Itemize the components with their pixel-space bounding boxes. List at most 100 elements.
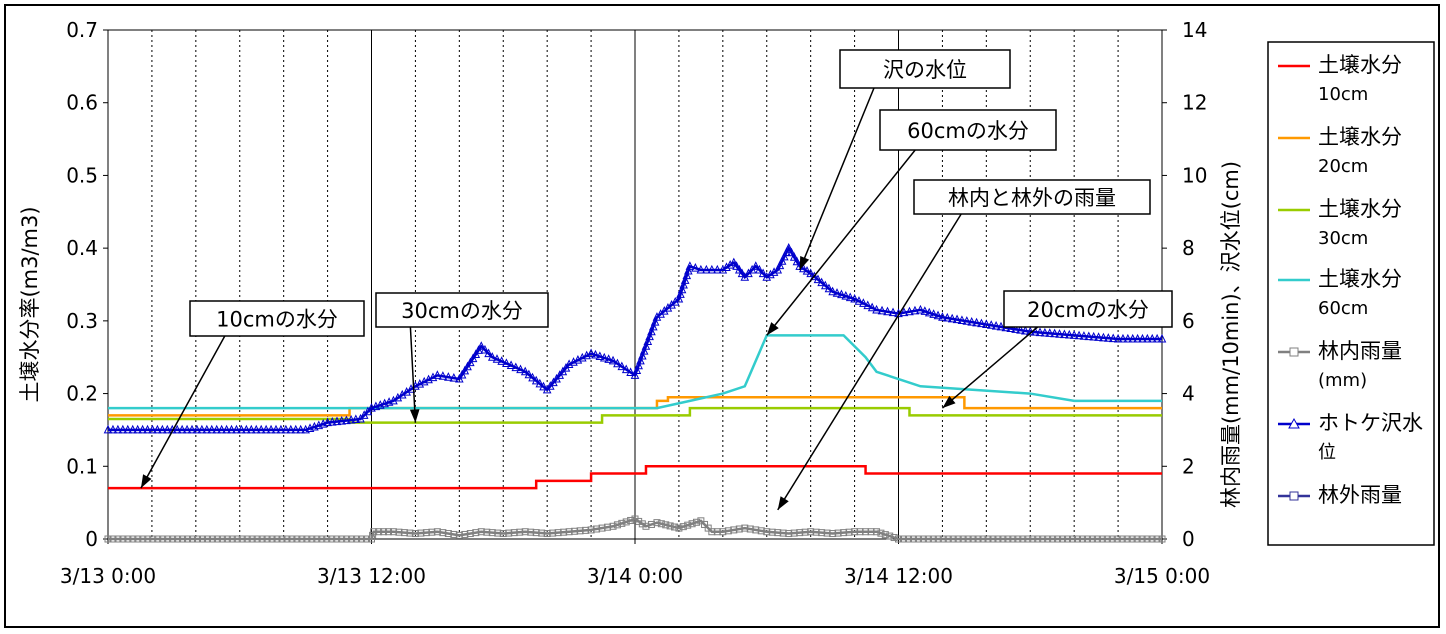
data-point — [904, 535, 912, 543]
data-point — [647, 326, 656, 336]
data-point — [725, 259, 735, 269]
data-point — [223, 535, 231, 543]
data-point — [769, 267, 779, 276]
data-point — [1044, 535, 1052, 543]
data-point — [779, 529, 787, 537]
data-point — [757, 527, 765, 535]
data-point — [560, 528, 568, 536]
data-point — [679, 279, 688, 289]
data-point — [273, 535, 281, 543]
data-point — [910, 305, 920, 315]
data-point — [680, 275, 690, 284]
data-point — [169, 535, 177, 543]
data-point — [576, 527, 584, 535]
data-point — [286, 424, 296, 434]
data-point — [521, 528, 529, 536]
data-point — [337, 415, 347, 425]
legend-label: ホトケ沢水 — [1318, 411, 1423, 435]
data-point — [929, 535, 937, 543]
data-point — [697, 517, 705, 525]
data-point — [905, 306, 914, 316]
data-point — [618, 519, 626, 527]
data-point — [929, 309, 938, 318]
data-point — [104, 535, 112, 543]
data-point — [197, 424, 207, 434]
data-point — [1133, 333, 1142, 343]
data-point — [148, 424, 157, 434]
annotation-label: 30cmの水分 — [401, 299, 523, 323]
data-point — [433, 370, 442, 379]
data-point — [832, 288, 842, 297]
data-point — [143, 424, 152, 434]
data-point — [471, 349, 481, 358]
data-point — [899, 535, 907, 543]
data-point — [598, 524, 606, 532]
data-point — [389, 395, 398, 405]
data-point — [609, 522, 617, 530]
data-point — [1089, 331, 1098, 341]
data-point — [328, 535, 336, 543]
data-point — [455, 373, 464, 383]
data-point — [994, 535, 1002, 543]
data-point — [964, 535, 972, 543]
data-point — [1128, 535, 1136, 543]
data-point — [296, 424, 305, 434]
data-point — [393, 392, 403, 402]
data-point — [217, 424, 226, 434]
data-point — [608, 355, 618, 365]
data-point — [639, 346, 649, 355]
data-point — [1138, 535, 1146, 543]
data-point — [271, 424, 281, 434]
data-point — [184, 535, 192, 543]
data-point — [768, 528, 776, 536]
data-point — [587, 526, 595, 534]
data-point — [617, 361, 627, 371]
data-point — [1099, 332, 1108, 342]
data-point — [999, 535, 1007, 543]
data-point — [139, 535, 147, 543]
data-point — [516, 528, 524, 536]
data-point — [108, 424, 118, 434]
data-point — [813, 274, 823, 284]
data-point — [554, 529, 562, 537]
data-point — [796, 529, 804, 537]
data-point — [103, 424, 113, 434]
annotation-arrow — [140, 335, 226, 489]
data-point — [228, 535, 236, 543]
data-point — [1055, 329, 1064, 338]
legend-label: 土壌水分 — [1318, 197, 1402, 221]
data-point — [735, 525, 743, 533]
data-point — [333, 535, 341, 543]
data-point — [510, 529, 518, 537]
x-tick-label: 3/14 0:00 — [587, 564, 683, 588]
annotation-arrowhead — [409, 409, 420, 423]
data-point — [1069, 330, 1079, 339]
data-point — [774, 529, 782, 537]
data-point — [303, 535, 311, 543]
data-point — [543, 530, 551, 538]
data-point — [1138, 333, 1147, 343]
data-point — [114, 535, 122, 543]
data-point — [820, 280, 830, 290]
data-point — [895, 535, 902, 543]
data-point — [332, 416, 342, 426]
data-point — [238, 535, 246, 543]
data-point — [242, 424, 251, 434]
annotation-arrow — [941, 326, 1039, 409]
data-point — [492, 354, 502, 363]
data-point — [676, 289, 685, 298]
data-point — [411, 530, 419, 538]
data-point — [790, 529, 798, 537]
data-point — [751, 261, 761, 270]
data-point — [762, 272, 772, 281]
data-point — [182, 424, 192, 434]
data-point — [281, 424, 291, 434]
data-point — [1039, 535, 1047, 543]
data-point — [520, 366, 530, 376]
data-point — [1152, 333, 1162, 343]
data-point — [348, 535, 356, 543]
data-point — [859, 298, 868, 307]
legend — [1267, 41, 1435, 546]
data-point — [834, 529, 842, 537]
